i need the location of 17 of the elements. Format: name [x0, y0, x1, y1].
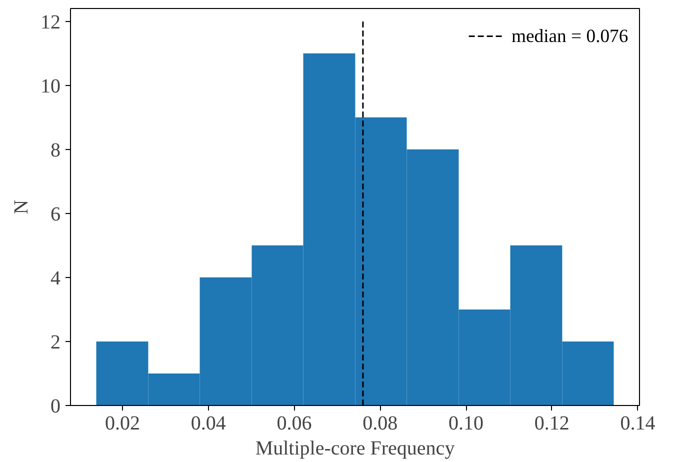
x-tick-label: 0.14 [620, 412, 656, 434]
x-tick-label: 0.06 [276, 412, 312, 434]
x-tick-label: 0.10 [448, 412, 484, 434]
x-tick-label: 0.12 [534, 412, 570, 434]
y-tick-label: 12 [40, 11, 60, 34]
y-tick-label: 2 [50, 331, 60, 354]
y-axis-title: N [10, 200, 32, 214]
y-tick-label: 0 [50, 396, 60, 418]
y-tick-label: 8 [50, 139, 60, 162]
x-tick-label: 0.02 [104, 412, 140, 434]
x-axis-title: Multiple-core Frequency [255, 438, 455, 460]
y-tick-label: 4 [50, 267, 60, 290]
y-tick-label: 6 [50, 203, 60, 226]
ref-line-label: median = 0.076 [511, 26, 628, 47]
x-tick-label: 0.08 [362, 412, 398, 434]
x-tick-label: 0.04 [190, 412, 226, 434]
y-tick-label: 10 [40, 75, 60, 98]
